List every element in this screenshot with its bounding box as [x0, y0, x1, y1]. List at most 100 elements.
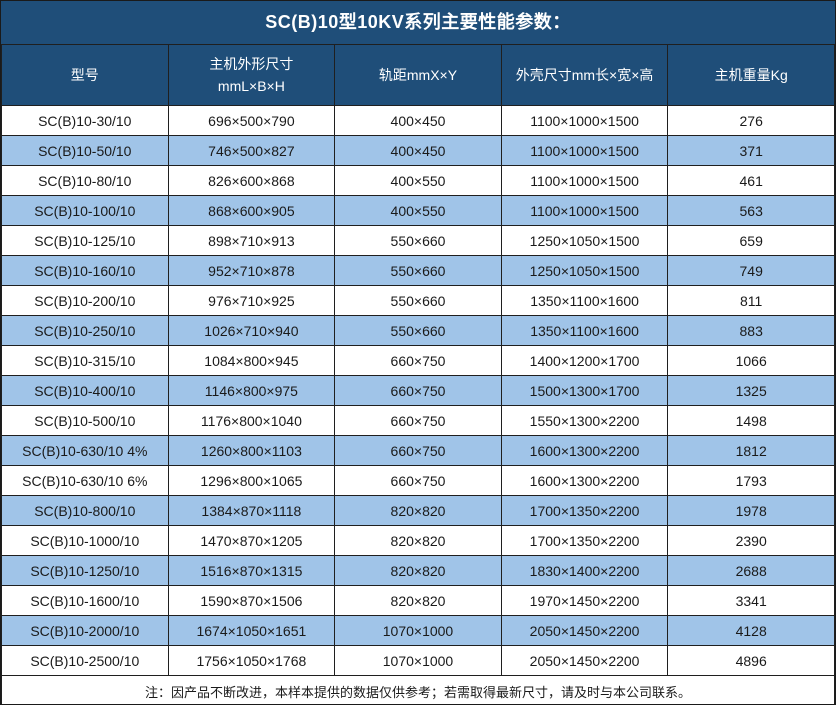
- table-row: SC(B)10-160/10 952×710×878 550×660 1250×105…: [1, 255, 835, 286]
- table-cell: 952×710×878: [167, 255, 336, 286]
- table-cell: 1100×1000×1500: [500, 135, 669, 166]
- table-cell: SC(B)10-160/10: [1, 255, 169, 286]
- table-row: SC(B)10-800/10 1384×870×1118 820×820 1700×1…: [1, 495, 835, 526]
- table-cell: 1590×870×1506: [167, 585, 336, 616]
- table-cell: SC(B)10-500/10: [1, 405, 169, 436]
- table-cell: 1498: [667, 405, 835, 436]
- table-cell: 1325: [667, 375, 835, 406]
- table-cell: 1470×870×1205: [167, 525, 336, 556]
- table-cell: SC(B)10-50/10: [1, 135, 169, 166]
- table-cell: 1812: [667, 435, 835, 466]
- table-cell: 400×450: [334, 105, 502, 136]
- header-host-dimensions: 主机外形尺寸 mmL×B×H: [167, 44, 336, 106]
- table-cell: 1070×1000: [334, 615, 502, 646]
- table-cell: 400×450: [334, 135, 502, 166]
- table-cell: 1260×800×1103: [167, 435, 336, 466]
- table-cell: 659: [667, 225, 835, 256]
- table-cell: SC(B)10-630/10 6%: [1, 465, 169, 496]
- table-note: 注：因产品不断改进，本样本提供的数据仅供参考；若需取得最新尺寸，请及时与本公司联…: [1, 675, 835, 704]
- table-cell: 1978: [667, 495, 835, 526]
- table-row: SC(B)10-125/10 898×710×913 550×660 1250×105…: [1, 225, 835, 256]
- table-row: SC(B)10-1600/10 1590×870×1506 820×820 1970×…: [1, 585, 835, 616]
- table-cell: 1600×1300×2200: [500, 465, 669, 496]
- table-footer: 注：因产品不断改进，本样本提供的数据仅供参考；若需取得最新尺寸，请及时与本公司联…: [1, 675, 835, 704]
- table-cell: 1350×1100×1600: [500, 315, 669, 346]
- table-cell: 1970×1450×2200: [500, 585, 669, 616]
- table-cell: SC(B)10-100/10: [1, 195, 169, 226]
- page-title: SC(B)10型10KV系列主要性能参数：: [1, 1, 835, 44]
- header-host-dimensions-line2: mmL×B×H: [217, 78, 285, 94]
- table-cell: 1084×800×945: [167, 345, 336, 376]
- table-cell: SC(B)10-80/10: [1, 165, 169, 196]
- table-cell: 1250×1050×1500: [500, 255, 669, 286]
- table-cell: 660×750: [334, 465, 502, 496]
- table-row: SC(B)10-80/10 826×600×868 400×550 1100×1000…: [1, 165, 835, 196]
- table-row: SC(B)10-30/10 696×500×790 400×450 1100×1000…: [1, 105, 835, 136]
- table-cell: SC(B)10-315/10: [1, 345, 169, 376]
- table-cell: 746×500×827: [167, 135, 336, 166]
- table-cell: SC(B)10-1250/10: [1, 555, 169, 586]
- header-host-dimensions-line1: 主机外形尺寸: [209, 55, 294, 72]
- table-cell: 883: [667, 315, 835, 346]
- table-cell: 1026×710×940: [167, 315, 336, 346]
- header-enclosure-dimensions: 外壳尺寸mm长×宽×高: [500, 44, 669, 106]
- table-cell: 811: [667, 285, 835, 316]
- table-cell: 820×820: [334, 495, 502, 526]
- table-cell: 976×710×925: [167, 285, 336, 316]
- table-row: SC(B)10-1250/10 1516×870×1315 820×820 1830×…: [1, 555, 835, 586]
- table-cell: 4128: [667, 615, 835, 646]
- table-cell: 1176×800×1040: [167, 405, 336, 436]
- table-cell: 1756×1050×1768: [167, 645, 336, 676]
- table-cell: 400×550: [334, 165, 502, 196]
- table-cell: 749: [667, 255, 835, 286]
- table-cell: 400×550: [334, 195, 502, 226]
- note-row: 注：因产品不断改进，本样本提供的数据仅供参考；若需取得最新尺寸，请及时与本公司联…: [1, 675, 835, 704]
- table-cell: 820×820: [334, 585, 502, 616]
- table-cell: 826×600×868: [167, 165, 336, 196]
- table-row: SC(B)10-50/10 746×500×827 400×450 1100×1000…: [1, 135, 835, 166]
- table-row: SC(B)10-200/10 976×710×925 550×660 1350×110…: [1, 285, 835, 316]
- table-cell: 3341: [667, 585, 835, 616]
- table-row: SC(B)10-1000/10 1470×870×1205 820×820 1700×…: [1, 525, 835, 556]
- table-cell: SC(B)10-2000/10: [1, 615, 169, 646]
- table-cell: SC(B)10-30/10: [1, 105, 169, 136]
- table-cell: 550×660: [334, 285, 502, 316]
- table-cell: 660×750: [334, 405, 502, 436]
- table-row: SC(B)10-2000/10 1674×1050×1651 1070×1000 20…: [1, 615, 835, 646]
- table-cell: 1350×1100×1600: [500, 285, 669, 316]
- table-cell: 371: [667, 135, 835, 166]
- table-cell: 550×660: [334, 315, 502, 346]
- table-cell: 1100×1000×1500: [500, 195, 669, 226]
- table-cell: 1384×870×1118: [167, 495, 336, 526]
- table-cell: 898×710×913: [167, 225, 336, 256]
- table-row: SC(B)10-2500/10 1756×1050×1768 1070×1000 20…: [1, 645, 835, 676]
- table-cell: 1250×1050×1500: [500, 225, 669, 256]
- table-cell: 1400×1200×1700: [500, 345, 669, 376]
- table-row: SC(B)10-500/10 1176×800×1040 660×750 1550×1…: [1, 405, 835, 436]
- table-cell: 461: [667, 165, 835, 196]
- table-cell: 696×500×790: [167, 105, 336, 136]
- table-cell: 1296×800×1065: [167, 465, 336, 496]
- table-cell: 1146×800×975: [167, 375, 336, 406]
- header-rail-gauge: 轨距mmX×Y: [334, 44, 502, 106]
- table-cell: SC(B)10-1000/10: [1, 525, 169, 556]
- table-row: SC(B)10-100/10 868×600×905 400×550 1100×100…: [1, 195, 835, 226]
- table-cell: SC(B)10-125/10: [1, 225, 169, 256]
- table-cell: 1066: [667, 345, 835, 376]
- table-cell: 2688: [667, 555, 835, 586]
- table-row: SC(B)10-630/10 6% 1296×800×1065 660×750 160…: [1, 465, 835, 496]
- table-cell: 1100×1000×1500: [500, 105, 669, 136]
- table-cell: 1700×1350×2200: [500, 525, 669, 556]
- table-header: 型号 主机外形尺寸 mmL×B×H 轨距mmX×Y 外壳尺寸mm长×宽×高 主机…: [1, 44, 835, 106]
- table-cell: 660×750: [334, 435, 502, 466]
- header-row: 型号 主机外形尺寸 mmL×B×H 轨距mmX×Y 外壳尺寸mm长×宽×高 主机…: [1, 44, 835, 106]
- table-cell: 1516×870×1315: [167, 555, 336, 586]
- header-model: 型号: [1, 44, 169, 106]
- table-cell: SC(B)10-800/10: [1, 495, 169, 526]
- header-weight: 主机重量Kg: [667, 44, 835, 106]
- table-cell: 550×660: [334, 255, 502, 286]
- table-cell: 1100×1000×1500: [500, 165, 669, 196]
- table-cell: 1793: [667, 465, 835, 496]
- table-cell: 1600×1300×2200: [500, 435, 669, 466]
